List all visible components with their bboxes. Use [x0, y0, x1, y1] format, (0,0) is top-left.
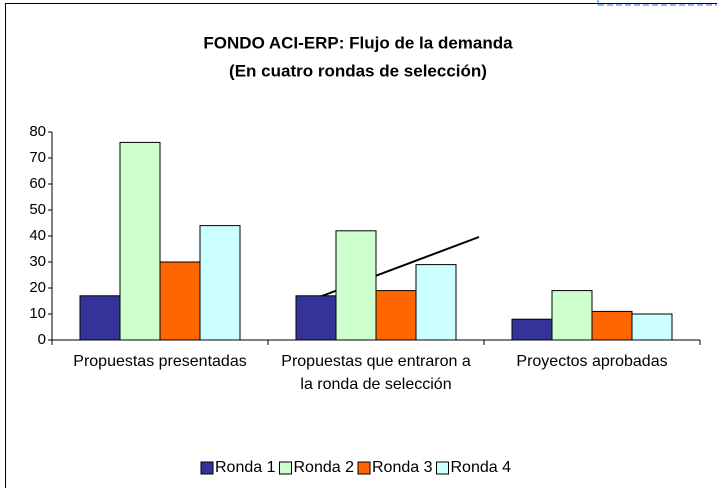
legend-swatch — [357, 461, 371, 475]
bar — [415, 264, 457, 341]
bar — [119, 141, 161, 341]
bar — [335, 230, 377, 341]
legend-swatch — [279, 461, 292, 475]
y-tick-label: 80 — [29, 123, 46, 140]
x-tick-label: Proyectos aprobadas — [516, 353, 668, 370]
y-tick-label: 30 — [29, 253, 46, 270]
chart-subtitle: (En cuatro rondas de selección) — [229, 61, 487, 80]
x-tick-label: Propuestas presentadas — [73, 353, 247, 370]
y-tick-label: 0 — [38, 331, 46, 348]
legend-label: Ronda 1 — [215, 459, 276, 476]
bar — [79, 295, 121, 341]
y-tick-label: 10 — [29, 305, 46, 322]
bar — [295, 295, 337, 341]
bar — [551, 290, 593, 341]
chart-title: FONDO ACI-ERP: Flujo de la demanda — [203, 33, 513, 52]
legend-swatch — [200, 461, 214, 475]
legend-label: Ronda 4 — [451, 459, 512, 476]
bar — [159, 261, 201, 341]
y-tick-label: 40 — [29, 227, 46, 244]
y-tick-label: 70 — [29, 149, 46, 166]
legend-swatch — [436, 461, 449, 475]
bar — [199, 225, 241, 341]
x-tick-label: Propuestas que entraron a la ronda de se… — [281, 353, 471, 393]
bar — [511, 318, 553, 341]
y-tick-label: 60 — [29, 175, 46, 192]
y-tick-label: 20 — [29, 279, 46, 296]
legend-label: Ronda 2 — [294, 459, 355, 476]
bar — [631, 313, 673, 341]
bar — [591, 310, 633, 341]
y-tick-label: 50 — [29, 201, 46, 218]
bar — [375, 290, 417, 341]
legend-label: Ronda 3 — [372, 459, 433, 476]
